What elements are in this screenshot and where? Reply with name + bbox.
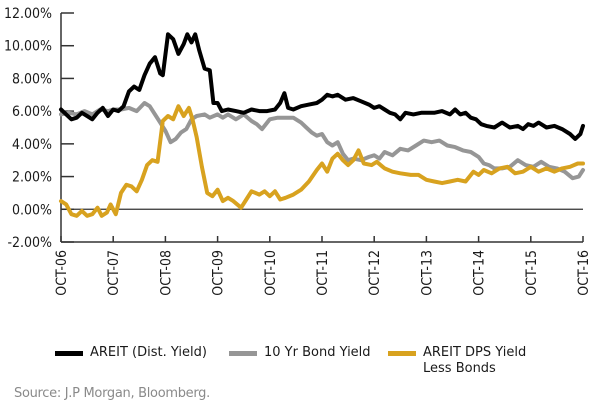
legend-item-areit: AREIT (Dist. Yield) bbox=[55, 345, 207, 361]
y-axis: -2.00% 0.00% 2.00% 4.00% 6.00% 8.00% 10.00% 12.… bbox=[4, 6, 74, 251]
x-tick-label: OCT-09 bbox=[211, 250, 227, 296]
x-axis: OCT-06 OCT-07 OCT-08 OCT-09 OCT-10 OCT-11 OCT-… bbox=[54, 208, 592, 296]
x-tick-label: OCT-10 bbox=[263, 250, 279, 296]
series-line bbox=[59, 101, 585, 181]
series-1 bbox=[59, 101, 585, 181]
legend-label-dps-spread: AREIT DPS Yield Less Bonds bbox=[423, 345, 526, 377]
series-line bbox=[59, 32, 585, 141]
x-tick-label: OCT-11 bbox=[315, 250, 331, 296]
x-tick-label: OCT-14 bbox=[472, 250, 488, 296]
x-tick-label: OCT-06 bbox=[54, 250, 70, 296]
y-tick-label: 4.00% bbox=[12, 137, 52, 153]
legend-swatch-dps-spread bbox=[388, 351, 416, 356]
x-tick-label: OCT-07 bbox=[106, 250, 122, 296]
y-tick-label: 2.00% bbox=[12, 170, 52, 186]
y-tick-label: 12.00% bbox=[4, 6, 52, 22]
legend-swatch-areit bbox=[55, 351, 83, 356]
legend-item-dps-spread: AREIT DPS Yield Less Bonds bbox=[388, 345, 526, 377]
series-layer bbox=[59, 32, 585, 218]
x-tick-label: OCT-08 bbox=[158, 250, 174, 296]
legend-label-bond: 10 Yr Bond Yield bbox=[264, 345, 371, 360]
series-line bbox=[59, 104, 585, 218]
line-chart: -2.00% 0.00% 2.00% 4.00% 6.00% 8.00% 10.00% 12.… bbox=[4, 6, 592, 296]
y-tick-label: 8.00% bbox=[12, 71, 52, 87]
legend-label-dps-line2: Less Bonds bbox=[423, 361, 496, 376]
legend-label-areit: AREIT (Dist. Yield) bbox=[90, 345, 207, 360]
x-tick-label: OCT-16 bbox=[576, 250, 592, 296]
series-0 bbox=[59, 32, 585, 141]
y-tick-label: -2.00% bbox=[7, 235, 52, 251]
x-tick-label: OCT-12 bbox=[367, 250, 383, 296]
legend-item-bond: 10 Yr Bond Yield bbox=[229, 345, 371, 361]
legend-swatch-bond bbox=[229, 351, 257, 356]
y-tick-label: 6.00% bbox=[12, 104, 52, 120]
series-2 bbox=[59, 104, 585, 218]
legend-label-dps-line1: AREIT DPS Yield bbox=[423, 345, 527, 360]
legend: AREIT (Dist. Yield) 10 Yr Bond Yield ARE… bbox=[0, 345, 600, 385]
x-tick-label: OCT-15 bbox=[524, 250, 540, 296]
y-tick-label: 10.00% bbox=[4, 39, 52, 55]
y-tick-label: 0.00% bbox=[12, 202, 52, 218]
x-tick-label: OCT-13 bbox=[419, 250, 435, 296]
source-note: Source: J.P Morgan, Bloomberg. bbox=[14, 386, 210, 401]
